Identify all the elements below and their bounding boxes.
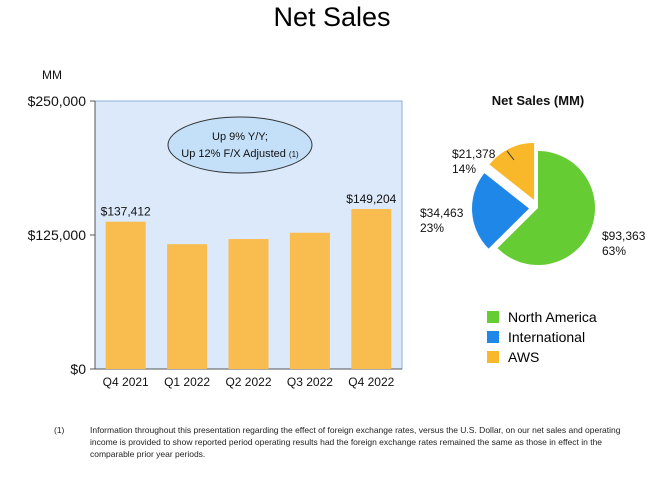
x-tick-label: Q1 2022 (164, 375, 210, 389)
legend-item-north-america: North America (487, 307, 597, 327)
bar-data-label: $137,412 (101, 205, 151, 219)
pie-slice (472, 173, 530, 249)
bar (105, 221, 146, 369)
y-tick-label: $125,000 (28, 227, 87, 243)
y-tick-label: $0 (70, 361, 86, 377)
callout-ellipse (167, 116, 313, 174)
bar (228, 239, 269, 369)
x-tick-label: Q4 2021 (103, 375, 149, 389)
callout-line-2-text: Up 12% F/X Adjusted (181, 148, 289, 160)
bar (167, 244, 208, 369)
legend-swatch-international (487, 331, 499, 343)
pie-title: Net Sales (MM) (492, 93, 584, 108)
pie-amount-label: $93,363 (602, 229, 646, 243)
legend-label: International (508, 329, 586, 345)
pie-amount-label: $21,378 (452, 147, 496, 161)
y-tick-label: $250,000 (28, 93, 87, 109)
x-tick-label: Q2 2022 (225, 375, 271, 389)
pie-slice (489, 142, 535, 200)
pie-leader-line (506, 150, 515, 161)
callout-line-2: Up 12% F/X Adjusted (1) (181, 148, 299, 160)
footnote-marker: (1) (54, 425, 65, 435)
pie-percent-label: 63% (602, 244, 626, 258)
bar (289, 232, 330, 369)
legend-item-aws: AWS (487, 347, 597, 367)
legend-label: AWS (508, 349, 540, 365)
y-unit-label: MM (42, 68, 62, 82)
page-title: Net Sales (273, 2, 391, 32)
legend-swatch-aws (487, 351, 499, 363)
bar-data-label: $149,204 (346, 192, 396, 206)
footnote: (1) Information throughout this presenta… (54, 424, 644, 460)
bar (351, 209, 392, 369)
callout-line-1: Up 9% Y/Y; (212, 131, 268, 143)
legend-swatch-north-america (487, 311, 499, 323)
pie-percent-label: 23% (420, 221, 444, 235)
x-tick-label: Q3 2022 (287, 375, 333, 389)
x-tick-label: Q4 2022 (348, 375, 394, 389)
pie-percent-label: 14% (452, 162, 476, 176)
legend-label: North America (508, 309, 597, 325)
legend-item-international: International (487, 327, 597, 347)
callout-footnote-ref: (1) (289, 150, 299, 159)
footnote-text: Information throughout this presentation… (90, 425, 621, 459)
pie-amount-label: $34,463 (420, 206, 464, 220)
pie-legend: North America International AWS (487, 307, 597, 367)
pie-slice (497, 151, 596, 265)
